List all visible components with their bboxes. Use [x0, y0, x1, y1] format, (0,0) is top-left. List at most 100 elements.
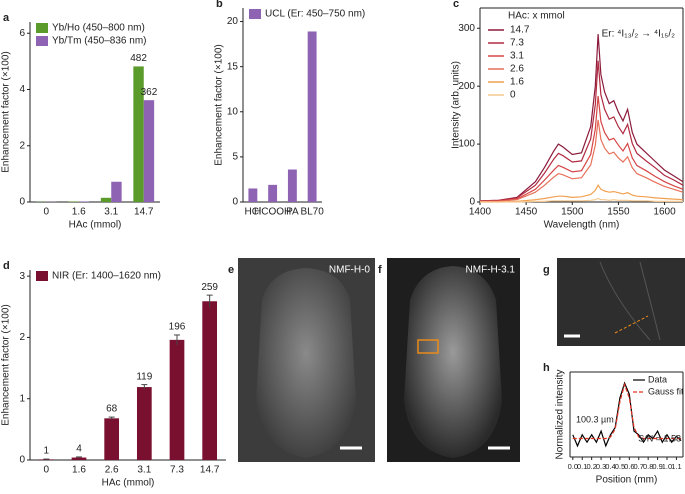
x-tick-label: 0.8: [643, 462, 653, 471]
x-tick-label: 0.1: [577, 462, 587, 471]
x-tick-label: 0: [43, 207, 49, 218]
panel-label: e: [228, 264, 234, 276]
legend-swatch: [36, 271, 48, 281]
line: [479, 60, 684, 202]
y-tick-label: 200: [458, 81, 475, 92]
x-tick-label: 1600: [653, 207, 676, 218]
x-tick-label: 14.7: [200, 465, 220, 476]
x-tick-label: 0.3: [596, 462, 606, 471]
bar: [100, 197, 112, 202]
y-tick-label: 4: [19, 84, 25, 95]
legend-swatch: [36, 23, 48, 33]
value-label: 196: [169, 322, 186, 333]
legend-label: Data: [648, 374, 667, 384]
line: [479, 95, 684, 202]
x-tick-label: 1550: [607, 207, 630, 218]
x-tick-label: HCOOH: [254, 207, 291, 218]
x-tick-label: 1.1: [671, 462, 681, 471]
line: [572, 381, 682, 448]
bar: [111, 181, 122, 202]
legend-swatch: [36, 36, 48, 46]
panel-label: a: [3, 12, 10, 24]
y-tick-label: 6: [19, 28, 25, 39]
x-tick-label: 1.6: [72, 207, 86, 218]
bar: [136, 387, 152, 460]
y-tick-label: 15: [227, 61, 239, 72]
legend-label: Gauss fit: [648, 386, 684, 396]
x-tick-label: PA: [286, 207, 299, 218]
legend-label: 3.1: [510, 51, 524, 62]
annotation: Er: ⁴I₁₃/₂ → ⁴I₁₅/₂: [602, 29, 676, 40]
x-tick-label: 14.7: [134, 207, 154, 218]
bar: [287, 169, 297, 202]
bar: [104, 418, 120, 460]
y-axis-label: Normalized intensity: [555, 369, 566, 459]
value-label: 119: [136, 371, 152, 382]
x-tick-label: 0.0: [568, 462, 578, 471]
y-tick-label: 1: [19, 393, 25, 404]
x-tick-label: 0.6: [624, 462, 634, 471]
x-tick-label: 1.6: [72, 465, 86, 476]
y-axis-label: Enhancement factor (×100): [1, 304, 12, 425]
x-tick-label: 0: [44, 465, 50, 476]
panel-label: h: [543, 362, 550, 374]
x-tick-label: 3.1: [137, 465, 151, 476]
line: [572, 382, 682, 440]
panel-label: g: [543, 264, 550, 276]
y-tick-label: 3: [19, 271, 25, 282]
image-e: [238, 258, 375, 462]
bar: [133, 66, 144, 202]
x-tick-label: 7.3: [170, 465, 184, 476]
bar: [68, 201, 79, 202]
value-label: 259: [201, 282, 218, 293]
x-tick-label: 0.5: [615, 462, 625, 471]
bar: [71, 457, 87, 460]
panel-label: d: [3, 260, 10, 272]
bar: [143, 100, 155, 202]
y-tick-label: 2: [19, 332, 25, 343]
value-label: 68: [106, 404, 118, 415]
legend-label: UCL (Er: 450–750 nm): [265, 9, 365, 20]
x-tick-label: 0.7: [634, 462, 644, 471]
bar: [307, 31, 317, 202]
y-tick-label: 300: [458, 23, 475, 34]
x-tick-label: 0.4: [605, 462, 615, 471]
value-label: 362: [141, 87, 158, 98]
y-tick-label: 0: [19, 455, 25, 466]
legend-label: Yb/Tm (450–836 nm): [52, 36, 147, 47]
image-caption: NMF-H-0: [329, 265, 371, 276]
y-tick-label: 2: [19, 140, 25, 151]
image-f: [387, 258, 520, 462]
legend-label: 7.3: [510, 38, 524, 49]
y-tick-label: 100: [458, 139, 475, 150]
y-tick-label: 20: [227, 16, 239, 27]
line: [480, 184, 684, 203]
bar: [169, 339, 185, 460]
panel-label: c: [453, 0, 459, 10]
legend-label: 14.7: [510, 25, 530, 36]
legend-title: HAc: x mmol: [508, 11, 565, 22]
y-tick-label: 0: [469, 197, 475, 208]
image-caption: NMF-H-3.1: [466, 265, 516, 276]
y-tick-label: 0: [19, 197, 25, 208]
x-tick-label: 0.2: [586, 462, 596, 471]
x-tick-label: 1450: [515, 207, 538, 218]
x-axis-label: HAc (mmol): [69, 220, 122, 231]
legend-label: 2.6: [510, 64, 524, 75]
x-tick-label: 1400: [469, 207, 492, 218]
panel-label: f: [378, 264, 382, 276]
y-axis-label: Enhancement factor (×100): [1, 51, 12, 172]
x-tick-label: 0.9: [652, 462, 662, 471]
x-tick-label: 1500: [561, 207, 584, 218]
line: [479, 34, 684, 202]
y-axis-label: Enhancement factor (×100): [214, 44, 225, 165]
x-tick-label: BL70: [300, 207, 324, 218]
bar: [202, 301, 218, 460]
legend-swatch: [249, 9, 261, 19]
x-axis-label: Wavelength (nm): [544, 220, 620, 231]
y-tick-label: 5: [232, 152, 238, 163]
legend-label: NIR (Er: 1400–1620 nm): [52, 271, 161, 282]
line: [480, 119, 684, 202]
bar: [268, 184, 278, 202]
